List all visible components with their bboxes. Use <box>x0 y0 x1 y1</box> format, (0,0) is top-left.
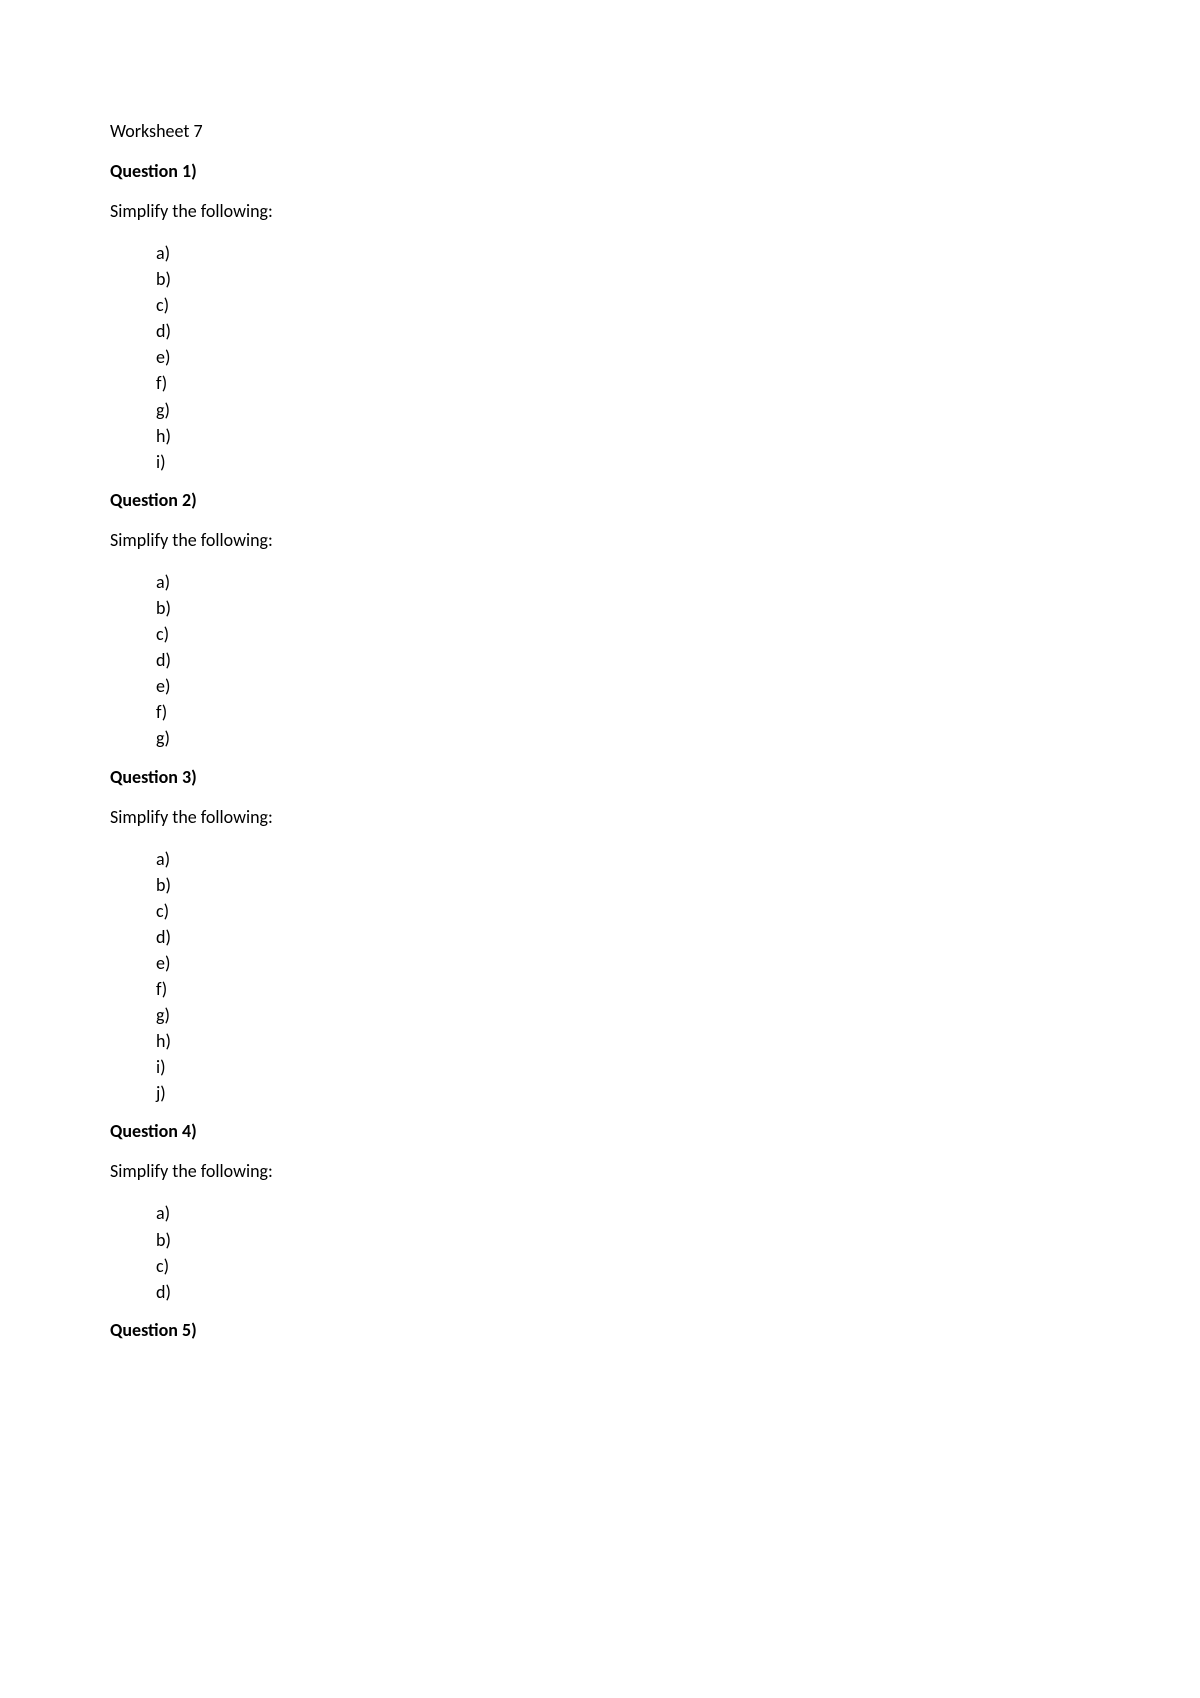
question-block: Question 2) Simplify the following: a) b… <box>110 489 1090 752</box>
part-item: g) <box>156 725 1090 751</box>
part-item: c) <box>156 1253 1090 1279</box>
part-item: f) <box>156 976 1090 1002</box>
parts-list: a) b) c) d) e) f) g) <box>156 569 1090 752</box>
part-item: a) <box>156 240 1090 266</box>
part-item: a) <box>156 569 1090 595</box>
part-item: h) <box>156 1028 1090 1054</box>
worksheet-page: Worksheet 7 Question 1) Simplify the fol… <box>0 0 1200 1341</box>
question-block: Question 3) Simplify the following: a) b… <box>110 766 1090 1107</box>
question-heading: Question 3) <box>110 766 1090 788</box>
part-item: i) <box>156 449 1090 475</box>
part-item: f) <box>156 699 1090 725</box>
part-item: g) <box>156 397 1090 423</box>
question-block: Question 4) Simplify the following: a) b… <box>110 1120 1090 1304</box>
worksheet-title: Worksheet 7 <box>110 120 1090 142</box>
part-item: c) <box>156 621 1090 647</box>
question-heading: Question 2) <box>110 489 1090 511</box>
question-instruction: Simplify the following: <box>110 1160 1090 1182</box>
parts-list: a) b) c) d) e) f) g) h) i) j) <box>156 846 1090 1107</box>
question-block: Question 1) Simplify the following: a) b… <box>110 160 1090 475</box>
part-item: b) <box>156 595 1090 621</box>
question-instruction: Simplify the following: <box>110 529 1090 551</box>
part-item: h) <box>156 423 1090 449</box>
parts-list: a) b) c) d) <box>156 1200 1090 1304</box>
part-item: b) <box>156 1227 1090 1253</box>
part-item: d) <box>156 647 1090 673</box>
part-item: f) <box>156 370 1090 396</box>
question-instruction: Simplify the following: <box>110 200 1090 222</box>
question-instruction: Simplify the following: <box>110 806 1090 828</box>
part-item: g) <box>156 1002 1090 1028</box>
parts-list: a) b) c) d) e) f) g) h) i) <box>156 240 1090 475</box>
part-item: d) <box>156 1279 1090 1305</box>
question-heading: Question 5) <box>110 1319 1090 1341</box>
part-item: a) <box>156 846 1090 872</box>
part-item: a) <box>156 1200 1090 1226</box>
part-item: e) <box>156 344 1090 370</box>
part-item: b) <box>156 872 1090 898</box>
question-heading: Question 4) <box>110 1120 1090 1142</box>
part-item: d) <box>156 924 1090 950</box>
question-block: Question 5) <box>110 1319 1090 1341</box>
part-item: e) <box>156 950 1090 976</box>
part-item: i) <box>156 1054 1090 1080</box>
part-item: c) <box>156 292 1090 318</box>
part-item: b) <box>156 266 1090 292</box>
part-item: c) <box>156 898 1090 924</box>
part-item: j) <box>156 1080 1090 1106</box>
question-heading: Question 1) <box>110 160 1090 182</box>
part-item: d) <box>156 318 1090 344</box>
part-item: e) <box>156 673 1090 699</box>
